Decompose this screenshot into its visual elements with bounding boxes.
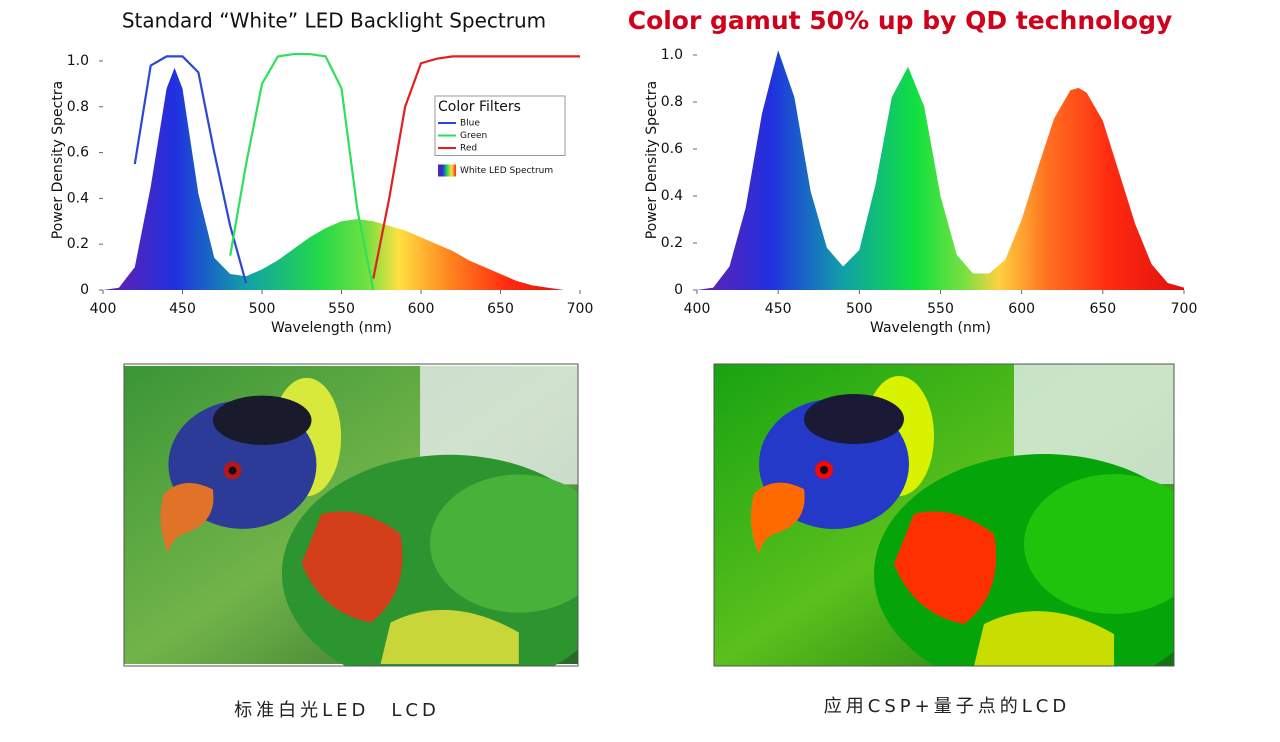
photo-qd — [713, 363, 1175, 667]
x-tick-label: 600 — [408, 301, 435, 317]
x-tick-label: 600 — [1008, 301, 1035, 317]
y-tick-label: 0.2 — [661, 235, 683, 251]
x-tick-label: 550 — [927, 301, 954, 317]
x-tick-label: 500 — [846, 301, 873, 317]
filter-line — [229, 52, 375, 291]
x-tick-label: 650 — [1089, 301, 1116, 317]
legend: Color Filters Blue Green Red White LED Spect… — [434, 95, 566, 177]
chart-title: Color gamut 50% up by QD technology — [628, 6, 1173, 35]
x-tick-label: 650 — [487, 301, 514, 317]
y-axis-label: Power Density Spectra — [50, 81, 66, 239]
photo-standard — [123, 363, 579, 667]
filter-line — [133, 55, 248, 284]
legend-swatch — [438, 164, 456, 177]
x-tick-label: 400 — [684, 301, 711, 317]
x-tick-label: 500 — [249, 301, 276, 317]
y-tick-label: 0 — [674, 282, 683, 298]
y-tick-label: 0.6 — [661, 141, 683, 157]
y-tick-label: 0.4 — [67, 190, 89, 206]
x-tick-label: 700 — [567, 301, 594, 317]
y-axis-label: Power Density Spectra — [644, 81, 660, 239]
legend-label: Red — [460, 144, 477, 154]
y-tick-label: 0 — [80, 282, 89, 298]
x-tick-label: 450 — [765, 301, 792, 317]
x-tick-label: 550 — [328, 301, 355, 317]
x-tick-label: 700 — [1171, 301, 1198, 317]
y-tick-label: 0.8 — [67, 99, 89, 115]
x-tick-label: 400 — [90, 301, 117, 317]
spectrum-area — [697, 50, 1184, 290]
x-axis-label: Wavelength (nm) — [271, 320, 392, 336]
y-tick-label: 0.8 — [661, 94, 683, 110]
legend-title: Color Filters — [438, 99, 521, 115]
legend-box — [434, 95, 566, 156]
chart-title: Standard “White” LED Backlight Spectrum — [122, 9, 546, 33]
x-tick-label: 450 — [169, 301, 196, 317]
x-axis-label: Wavelength (nm) — [870, 320, 991, 336]
y-tick-label: 0.6 — [67, 145, 89, 161]
spectrum-area — [103, 67, 580, 290]
legend-label: White LED Spectrum — [460, 166, 553, 176]
y-tick-label: 1.0 — [661, 47, 683, 63]
y-tick-label: 0.2 — [67, 236, 89, 252]
y-tick-label: 1.0 — [67, 53, 89, 69]
caption: 标准白光LED LCD — [234, 700, 440, 721]
caption: 应用CSP+量子点的LCD — [824, 696, 1070, 717]
legend-label: Green — [460, 131, 487, 141]
legend-label: Blue — [460, 119, 480, 129]
y-tick-label: 0.4 — [661, 188, 683, 204]
filter-line — [372, 55, 580, 279]
